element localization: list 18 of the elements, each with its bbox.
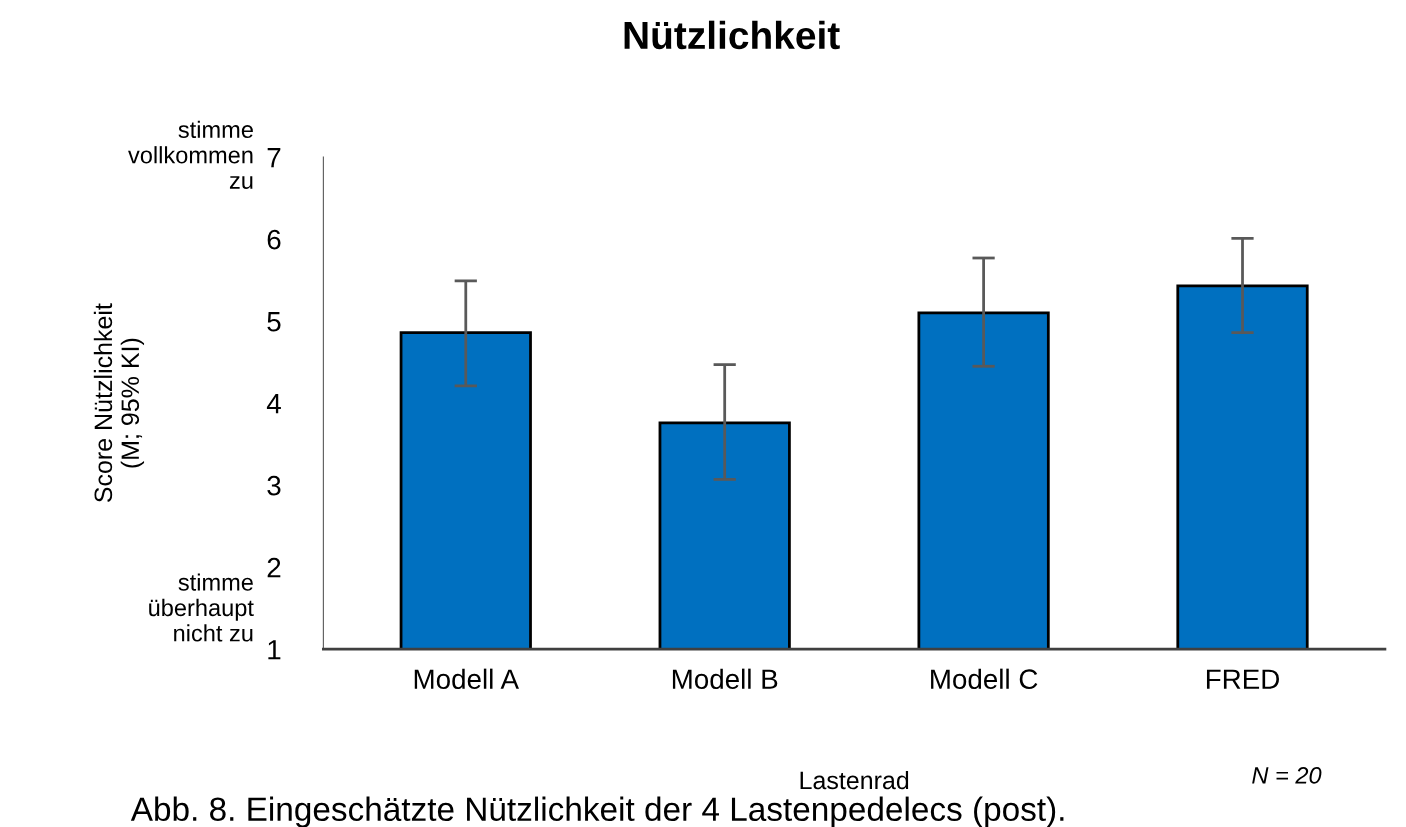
y-tick-label: 3: [267, 475, 281, 496]
y-tick-label: 4: [266, 394, 281, 414]
y-tick-label: 2: [267, 557, 281, 578]
text: stimme überhaupt nicht zu: [149, 573, 254, 642]
y-axis-title: Score Nützlichkeit (M; 95% KI): [93, 303, 145, 503]
y-tick-label: 6: [267, 229, 281, 250]
text: N = 20: [1252, 767, 1322, 784]
x-tick-label: Modell A: [414, 668, 519, 690]
text: stimme vollkommen zu: [128, 120, 253, 189]
caption: Abb. 8. Eingeschätzte Nützlichkeit der 4 Lastenpedelecs (post).: [130, 796, 1064, 827]
chart-title: Nützlichkeit: [624, 20, 840, 50]
x-tick-label: Modell C: [931, 668, 1038, 690]
y-tick-label: 1: [268, 640, 281, 660]
y-tick-label: 5: [267, 312, 281, 332]
x-tick-label: Modell B: [672, 668, 778, 690]
y-tick-label: 7: [267, 148, 281, 168]
x-tick-label: FRED: [1206, 669, 1279, 689]
x-axis-title: Lastenrad: [800, 770, 909, 790]
